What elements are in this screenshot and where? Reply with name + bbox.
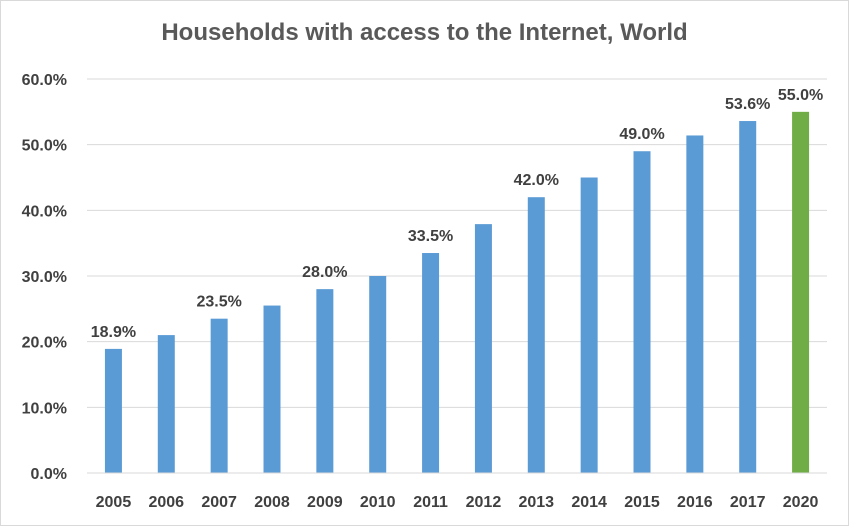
data-label: 55.0% <box>778 87 823 104</box>
bar-2012 <box>474 224 492 473</box>
bar-2011 <box>422 253 440 473</box>
x-tick-label: 2012 <box>466 494 502 511</box>
data-label: 49.0% <box>619 126 664 143</box>
data-label: 18.9% <box>91 324 136 341</box>
x-tick-label: 2011 <box>413 494 448 511</box>
bar-2010 <box>369 276 387 473</box>
y-tick-label: 30.0% <box>22 269 67 286</box>
bar-2005 <box>104 348 122 473</box>
x-tick-label: 2017 <box>730 494 766 511</box>
bar-2015 <box>633 151 651 473</box>
y-tick-label: 60.0% <box>22 72 67 89</box>
chart-title: Households with access to the Internet, … <box>161 19 688 46</box>
x-tick-label: 2013 <box>518 494 554 511</box>
x-tick-label: 2009 <box>307 494 343 511</box>
x-tick-label: 2015 <box>624 494 660 511</box>
bar-2006 <box>157 335 175 473</box>
y-tick-label: 0.0% <box>31 466 67 483</box>
data-label: 28.0% <box>302 264 347 281</box>
data-label: 33.5% <box>408 228 453 245</box>
bar-2009 <box>316 289 334 473</box>
x-tick-label: 2005 <box>96 494 132 511</box>
bar-2008 <box>263 305 281 473</box>
x-tick-label: 2007 <box>201 494 237 511</box>
x-tick-label: 2006 <box>148 494 184 511</box>
y-tick-label: 20.0% <box>22 335 67 352</box>
x-tick-label: 2010 <box>360 494 396 511</box>
x-tick-label: 2008 <box>254 494 290 511</box>
bar-2007 <box>210 318 228 473</box>
y-tick-label: 40.0% <box>22 203 67 220</box>
data-label: 53.6% <box>725 96 770 113</box>
x-tick-label: 2014 <box>571 494 607 511</box>
bar-2014 <box>580 177 598 473</box>
bar-2017 <box>739 121 757 473</box>
bar-2020 <box>792 111 810 473</box>
y-tick-label: 10.0% <box>22 400 67 417</box>
x-tick-label: 2016 <box>677 494 713 511</box>
bar-2013 <box>527 197 545 473</box>
x-tick-label: 2020 <box>783 494 819 511</box>
y-tick-label: 50.0% <box>22 138 67 155</box>
bar-2016 <box>686 135 704 473</box>
data-label: 42.0% <box>514 172 559 189</box>
data-label: 23.5% <box>196 294 241 311</box>
